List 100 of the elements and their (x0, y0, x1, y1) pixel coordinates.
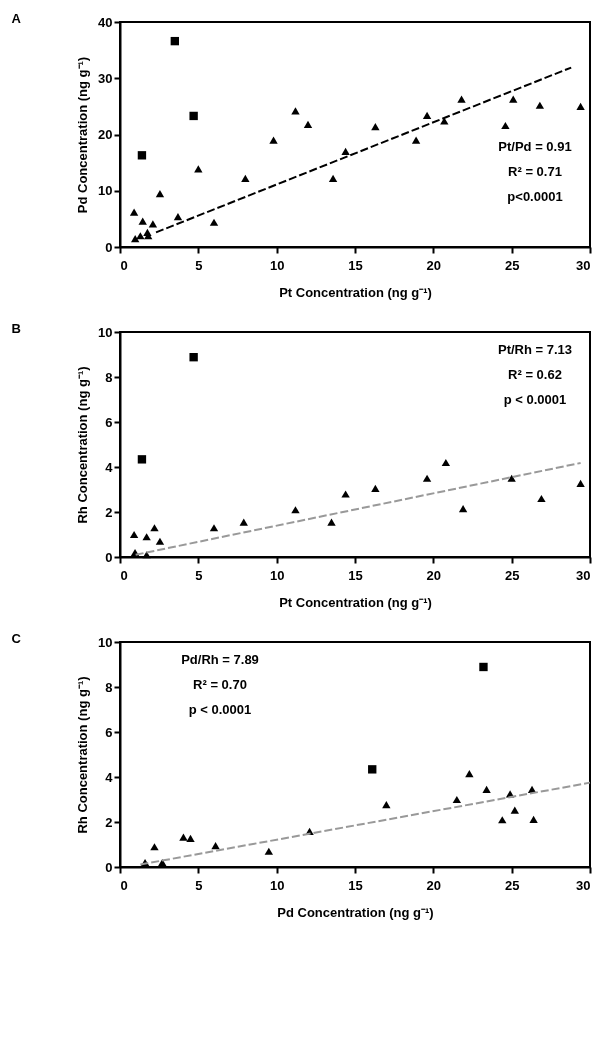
point (529, 815, 538, 823)
point (303, 120, 313, 128)
point (452, 795, 462, 804)
point (155, 537, 165, 545)
point (501, 121, 510, 130)
x-tick-label: 5 (195, 257, 203, 273)
text: B (11, 321, 21, 336)
x-tick-label: 10 (269, 877, 285, 893)
point (382, 801, 391, 809)
y-tick-label: 10 (98, 324, 113, 340)
point (576, 102, 585, 110)
y-tick-label: 6 (105, 414, 113, 430)
y-axis-title: Rh Concentration (ng g⁻¹) (75, 676, 91, 834)
y-tick-label: 2 (105, 814, 113, 830)
point (422, 111, 432, 119)
point (136, 232, 145, 240)
point (269, 136, 278, 144)
text: C (11, 631, 22, 646)
annotation: Pt/Rh = 7.13 (497, 342, 573, 357)
x-axis-title: Pt Concentration (ng g⁻¹) (279, 594, 432, 610)
x-tick-label: 20 (426, 257, 442, 273)
x-tick-label: 25 (504, 877, 520, 893)
point (209, 524, 219, 532)
x-tick-label: 25 (504, 567, 520, 583)
x-tick-label: 20 (426, 877, 442, 893)
point (537, 494, 546, 503)
x-tick-label: 30 (576, 567, 591, 583)
point (170, 36, 180, 46)
y-tick-label: 20 (98, 127, 113, 142)
point (137, 455, 147, 464)
point (155, 189, 165, 198)
y-tick-label: 0 (105, 859, 113, 875)
annotation: Pd/Rh = 7.89 (181, 652, 259, 667)
point (158, 858, 167, 867)
point (422, 474, 432, 482)
y-tick-label: 8 (105, 679, 113, 695)
point (186, 834, 195, 843)
y-axis-title: Pd Concentration (ng g⁻¹) (75, 56, 91, 214)
point (189, 111, 198, 121)
y-tick-label: 10 (98, 634, 113, 650)
annotation: p < 0.0001 (503, 392, 567, 407)
point (137, 151, 147, 160)
x-tick-label: 0 (120, 257, 128, 273)
point (576, 479, 585, 488)
point (291, 506, 300, 514)
y-tick-label: 6 (105, 724, 113, 740)
y-tick-label: 40 (98, 14, 113, 30)
y-tick-label: 10 (98, 183, 113, 199)
point (457, 95, 466, 103)
x-tick-label: 5 (195, 877, 203, 893)
y-tick-label: 0 (105, 239, 113, 255)
y-tick-label: 0 (105, 549, 113, 565)
point (465, 770, 474, 778)
point (458, 505, 468, 513)
point (535, 101, 545, 109)
point (327, 518, 336, 526)
x-tick-label: 15 (348, 877, 363, 893)
point (138, 217, 147, 225)
point (479, 662, 488, 672)
point (209, 218, 219, 226)
y-tick-label: 4 (105, 459, 114, 475)
point (441, 458, 451, 467)
x-axis-title: Pt Concentration (ng g⁻¹) (279, 284, 432, 300)
point (194, 165, 203, 173)
x-tick-label: 15 (348, 257, 363, 273)
annotation: R² = 0.70 (193, 677, 247, 692)
x-tick-label: 0 (120, 567, 128, 583)
x-tick-label: 10 (269, 257, 285, 273)
point (173, 213, 183, 221)
point (129, 208, 139, 216)
point (341, 490, 350, 498)
point (241, 174, 250, 182)
point (189, 353, 198, 362)
x-tick-label: 25 (504, 257, 520, 273)
point (411, 136, 421, 144)
point (371, 123, 380, 131)
x-tick-label: 15 (348, 567, 363, 583)
point (440, 117, 449, 125)
point (328, 174, 338, 182)
x-tick-label: 30 (576, 877, 591, 893)
point (239, 518, 248, 526)
point (371, 484, 380, 492)
point (150, 524, 159, 532)
y-tick-label: 2 (105, 504, 113, 520)
point (211, 842, 220, 850)
x-tick-label: 0 (120, 877, 128, 893)
annotation: R² = 0.71 (508, 164, 562, 179)
y-axis-title: Rh Concentration (ng g⁻¹) (75, 366, 91, 524)
text: A (11, 11, 22, 26)
point (148, 220, 158, 228)
x-tick-label: 30 (576, 257, 591, 273)
point (498, 816, 507, 824)
point (510, 806, 519, 814)
y-tick-label: 30 (98, 70, 113, 86)
annotation: p < 0.0001 (188, 702, 252, 717)
point (179, 833, 188, 841)
x-tick-label: 20 (426, 567, 442, 583)
point (131, 234, 140, 243)
annotation: R² = 0.62 (508, 367, 562, 382)
point (129, 530, 139, 539)
